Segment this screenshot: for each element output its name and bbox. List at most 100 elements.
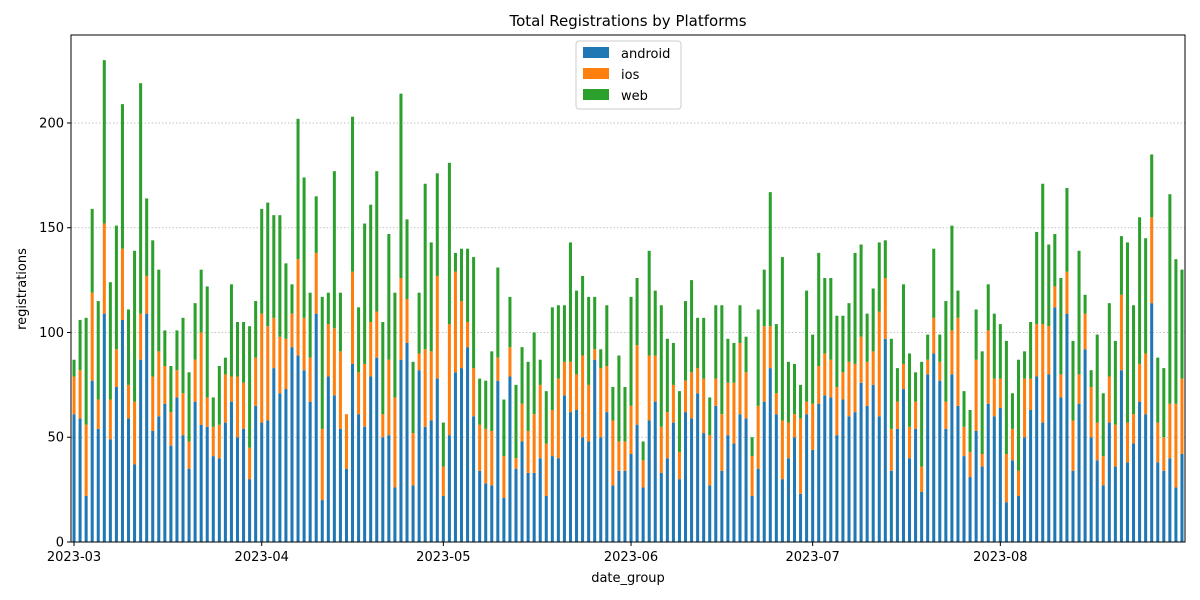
bar-android (805, 414, 809, 542)
bar-ios (387, 359, 391, 436)
bar-android (677, 479, 681, 542)
bar-android (453, 372, 457, 542)
bar-android (375, 357, 379, 542)
bar-android (78, 418, 82, 542)
bar-web (671, 342, 675, 385)
bar-ios (901, 363, 905, 390)
bar-ios (986, 330, 990, 404)
bar-android (550, 456, 554, 542)
bar-web (1119, 236, 1123, 295)
bar-web (732, 342, 736, 383)
bar-ios (502, 456, 506, 499)
bar-web (901, 284, 905, 364)
bar-web (853, 252, 857, 364)
bar-web (193, 303, 197, 360)
bar-ios (411, 433, 415, 486)
bar-ios (756, 405, 760, 469)
legend-swatch-ios (583, 68, 609, 79)
bar-ios (550, 410, 554, 457)
bar-web (1144, 238, 1148, 354)
bar-ios (205, 397, 209, 427)
bar-web (883, 240, 887, 279)
bar-ios (211, 426, 215, 457)
bar-android (932, 353, 936, 542)
y-tick-label: 0 (56, 536, 64, 551)
bar-web (508, 296, 512, 348)
bar-ios (90, 292, 94, 381)
bar-ios (1047, 326, 1051, 375)
bar-web (1107, 303, 1111, 377)
bar-web (550, 307, 554, 411)
bar-android (914, 428, 918, 542)
bar-ios (659, 426, 663, 473)
bar-ios (835, 386, 839, 436)
bar-web (363, 223, 367, 364)
bar-android (1174, 487, 1178, 542)
bar-web (568, 242, 572, 362)
bar-web (181, 317, 185, 394)
bar-web (805, 290, 809, 402)
bar-web (744, 336, 748, 373)
bar-ios (181, 393, 185, 436)
bar-web (677, 391, 681, 452)
bar-android (1168, 458, 1172, 542)
bar-android (145, 313, 149, 542)
bar-ios (157, 351, 161, 417)
bar-ios (145, 275, 149, 314)
bar-android (786, 458, 790, 542)
bar-web (696, 317, 700, 369)
bar-android (290, 347, 294, 542)
bar-ios (690, 372, 694, 419)
bar-web (296, 118, 300, 260)
bar-web (175, 330, 179, 371)
bar-ios (623, 441, 627, 471)
bar-ios (768, 326, 772, 369)
plot-frame (70, 34, 1186, 543)
bar-web (199, 269, 203, 333)
bar-ios (1156, 422, 1160, 463)
bar-android (1156, 462, 1160, 542)
bar-android (835, 435, 839, 542)
bar-ios (453, 271, 457, 373)
bar-android (338, 428, 342, 542)
bar-ios (1035, 324, 1039, 377)
bar-web (1035, 231, 1039, 325)
bar-android (441, 495, 445, 542)
bar-web (1125, 242, 1129, 423)
bar-android (151, 430, 155, 542)
bar-android (435, 378, 439, 542)
bar-android (490, 485, 494, 542)
x-tick-label: 2023-06 (604, 550, 658, 565)
bar-ios (187, 441, 191, 469)
bar-ios (908, 426, 912, 459)
bar-web (205, 286, 209, 398)
bar-android (605, 412, 609, 542)
bar-web (635, 278, 639, 346)
bar-ios (1065, 271, 1069, 314)
bar-ios (562, 361, 566, 396)
bar-ios (792, 414, 797, 438)
bar-android (581, 437, 585, 542)
bar-web (847, 303, 851, 362)
y-tick-label: 200 (39, 116, 64, 131)
bar-web (587, 296, 591, 385)
bar-web (738, 305, 742, 343)
bar-android (817, 403, 821, 542)
bar-ios (532, 414, 536, 473)
bar-web (139, 83, 143, 314)
bar-ios (684, 380, 688, 413)
bar-ios (647, 355, 651, 421)
bar-android (871, 384, 875, 542)
bar-android (992, 416, 996, 542)
bar-ios (780, 420, 784, 480)
bar-web (163, 330, 167, 367)
bar-ios (72, 376, 76, 415)
bar-ios (720, 414, 724, 471)
bar-web (1101, 393, 1105, 457)
bar-web (72, 359, 76, 377)
bar-ios (847, 361, 851, 417)
bar-android (205, 426, 209, 542)
bar-web (865, 313, 869, 362)
bar-web (496, 267, 500, 358)
bar-android (357, 414, 361, 542)
